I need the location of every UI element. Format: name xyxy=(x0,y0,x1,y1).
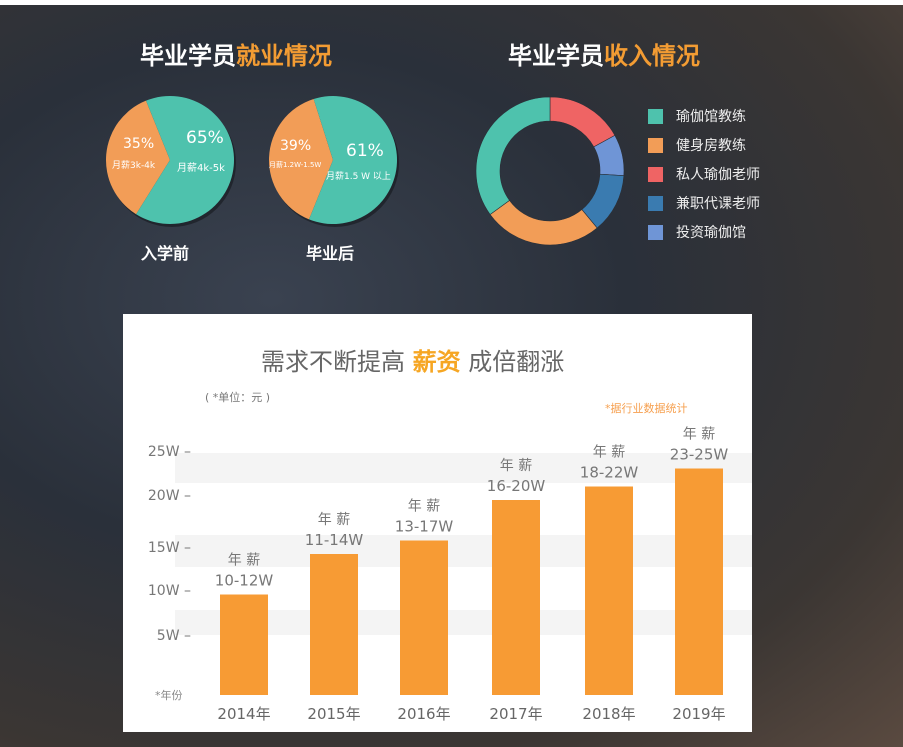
bar-2015年 xyxy=(310,554,358,695)
x-tick-label: 2016年 xyxy=(397,705,450,723)
bar-2014年 xyxy=(220,594,268,695)
bar-2017年 xyxy=(492,500,540,695)
legend-swatch xyxy=(648,137,663,153)
bar-label-range: 16-20W xyxy=(487,477,546,495)
bar-2016年 xyxy=(400,540,448,695)
band xyxy=(175,535,752,567)
income-title: 毕业学员收入情况 xyxy=(508,42,700,70)
before-caption: 入学前 xyxy=(141,244,190,263)
legend-item: 兼职代课老师 xyxy=(648,193,760,213)
legend-item: 投资瑜伽馆 xyxy=(648,222,746,242)
employment-title: 毕业学员就业情况 xyxy=(140,42,332,70)
y-tick-label: 25W – xyxy=(148,444,191,460)
legend-swatch xyxy=(648,195,663,211)
bar-label-top: 年 薪 xyxy=(408,499,440,515)
bar-label-top: 年 薪 xyxy=(593,445,625,461)
x-tick-label: 2018年 xyxy=(582,705,635,723)
legend-label: 投资瑜伽馆 xyxy=(676,225,746,241)
chart-title: 需求不断提高 薪资 成倍翻涨 xyxy=(261,348,565,376)
bar-label-top: 年 薪 xyxy=(228,553,260,569)
unit-label: ( *单位：元 ) xyxy=(205,391,271,404)
top-border xyxy=(0,0,903,5)
before-label-small: 月薪3k-4k xyxy=(112,161,156,171)
x-tick-label: 2014年 xyxy=(217,705,270,723)
bar-label-range: 10-12W xyxy=(215,572,274,590)
band xyxy=(175,610,752,635)
bar-label-range: 18-22W xyxy=(580,464,639,482)
after-caption: 毕业后 xyxy=(306,244,355,263)
salary-chart-card: 需求不断提高 薪资 成倍翻涨 ( *单位：元 ) *据行业数据统计 *年份 5W… xyxy=(123,314,752,732)
after-pct-small: 39% xyxy=(280,138,312,154)
before-pct-small: 35% xyxy=(123,136,155,152)
before-pct-large: 65% xyxy=(186,128,224,148)
bar-2018年 xyxy=(585,486,633,695)
legend-label: 兼职代课老师 xyxy=(676,196,760,212)
legend-swatch xyxy=(648,224,663,240)
donut-segment xyxy=(475,96,551,215)
after-label-large: 月薪1.5 W 以上 xyxy=(326,172,391,182)
legend-label: 瑜伽馆教练 xyxy=(676,109,746,125)
bar-label-range: 13-17W xyxy=(395,518,454,536)
x-tick-label: 2017年 xyxy=(489,705,542,723)
before-label-large: 月薪4k-5k xyxy=(177,163,225,174)
legend-item: 私人瑜伽老师 xyxy=(648,164,760,184)
legend-label: 私人瑜伽老师 xyxy=(676,167,760,183)
bar-label-top: 年 薪 xyxy=(500,458,532,474)
legend-item: 瑜伽馆教练 xyxy=(648,106,746,126)
x-axis-label: *年份 xyxy=(155,689,183,702)
y-tick-label: 15W – xyxy=(148,540,191,556)
after-label-small: 月薪1.2W-1.5W xyxy=(269,161,322,169)
legend-item: 健身房教练 xyxy=(648,135,746,155)
before-pie-slice xyxy=(136,95,235,224)
bar-label-top: 年 薪 xyxy=(683,427,715,443)
after-pie-slice xyxy=(309,96,397,224)
x-tick-label: 2019年 xyxy=(672,705,725,723)
bar-label-top: 年 薪 xyxy=(318,512,350,528)
y-tick-label: 20W – xyxy=(148,488,191,504)
after-pct-large: 61% xyxy=(346,141,384,161)
pie-charts xyxy=(105,95,625,246)
data-source-note: *据行业数据统计 xyxy=(605,402,688,415)
bar-2019年 xyxy=(675,468,723,695)
donut-segment xyxy=(489,199,598,246)
bar-label-range: 23-25W xyxy=(670,446,729,464)
bar-chart: 5W – 10W – 15W – 20W – 25W – 年 薪 10-12W 2014年 年 … xyxy=(148,427,752,723)
legend-label: 健身房教练 xyxy=(676,138,746,154)
x-tick-label: 2015年 xyxy=(307,705,360,723)
bar-label-range: 11-14W xyxy=(305,531,364,549)
legend-swatch xyxy=(648,108,663,124)
y-tick-label: 10W – xyxy=(148,583,191,599)
donut-segment xyxy=(549,96,616,148)
after-pie-slice xyxy=(268,98,333,220)
before-pie-slice xyxy=(105,100,170,215)
y-tick-label: 5W – xyxy=(157,628,191,644)
band xyxy=(175,453,752,483)
legend-swatch xyxy=(648,166,663,182)
